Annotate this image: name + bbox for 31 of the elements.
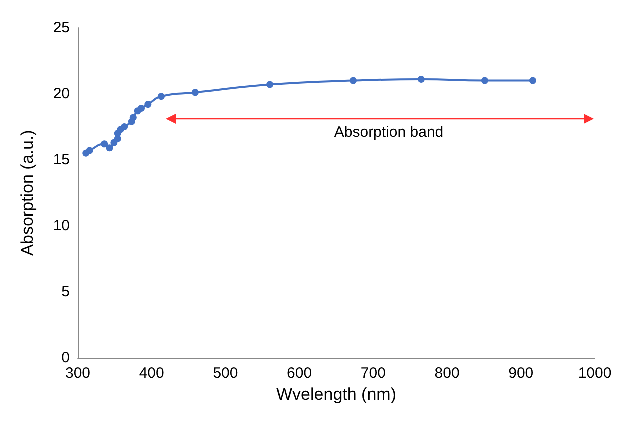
y-tick-label: 0 [62, 350, 70, 366]
point [130, 114, 137, 122]
point [121, 124, 128, 130]
point [266, 81, 274, 88]
point [86, 147, 94, 154]
point [481, 77, 488, 84]
point [158, 93, 165, 100]
x-tick-label: 800 [434, 365, 460, 382]
x-tick-label: 600 [287, 365, 312, 382]
y-tick-label: 25 [53, 20, 70, 36]
point [350, 77, 357, 84]
annotation: Absorption band [334, 124, 444, 141]
point [418, 76, 425, 83]
x-tick-label: 300 [65, 365, 91, 382]
x-axis-title: Wvelength (nm) [276, 384, 396, 404]
point [529, 77, 536, 84]
y-tick-label: 10 [53, 218, 70, 234]
x-tick-label: 400 [139, 365, 164, 382]
x-tick-label: 1000 [578, 365, 612, 382]
point [101, 140, 108, 148]
y-tick-label: 20 [53, 86, 70, 102]
point [192, 89, 199, 96]
point [144, 101, 152, 108]
y-axis-title: Absorption (a.u.) [18, 130, 37, 256]
y-tick-label: 5 [62, 284, 70, 300]
x-tick-label: 900 [508, 365, 534, 382]
y-tick-label: 15 [53, 152, 70, 168]
point [106, 144, 114, 152]
x-tick-label: 500 [213, 365, 238, 382]
x-tick-label: 700 [360, 365, 386, 382]
point [138, 105, 146, 112]
